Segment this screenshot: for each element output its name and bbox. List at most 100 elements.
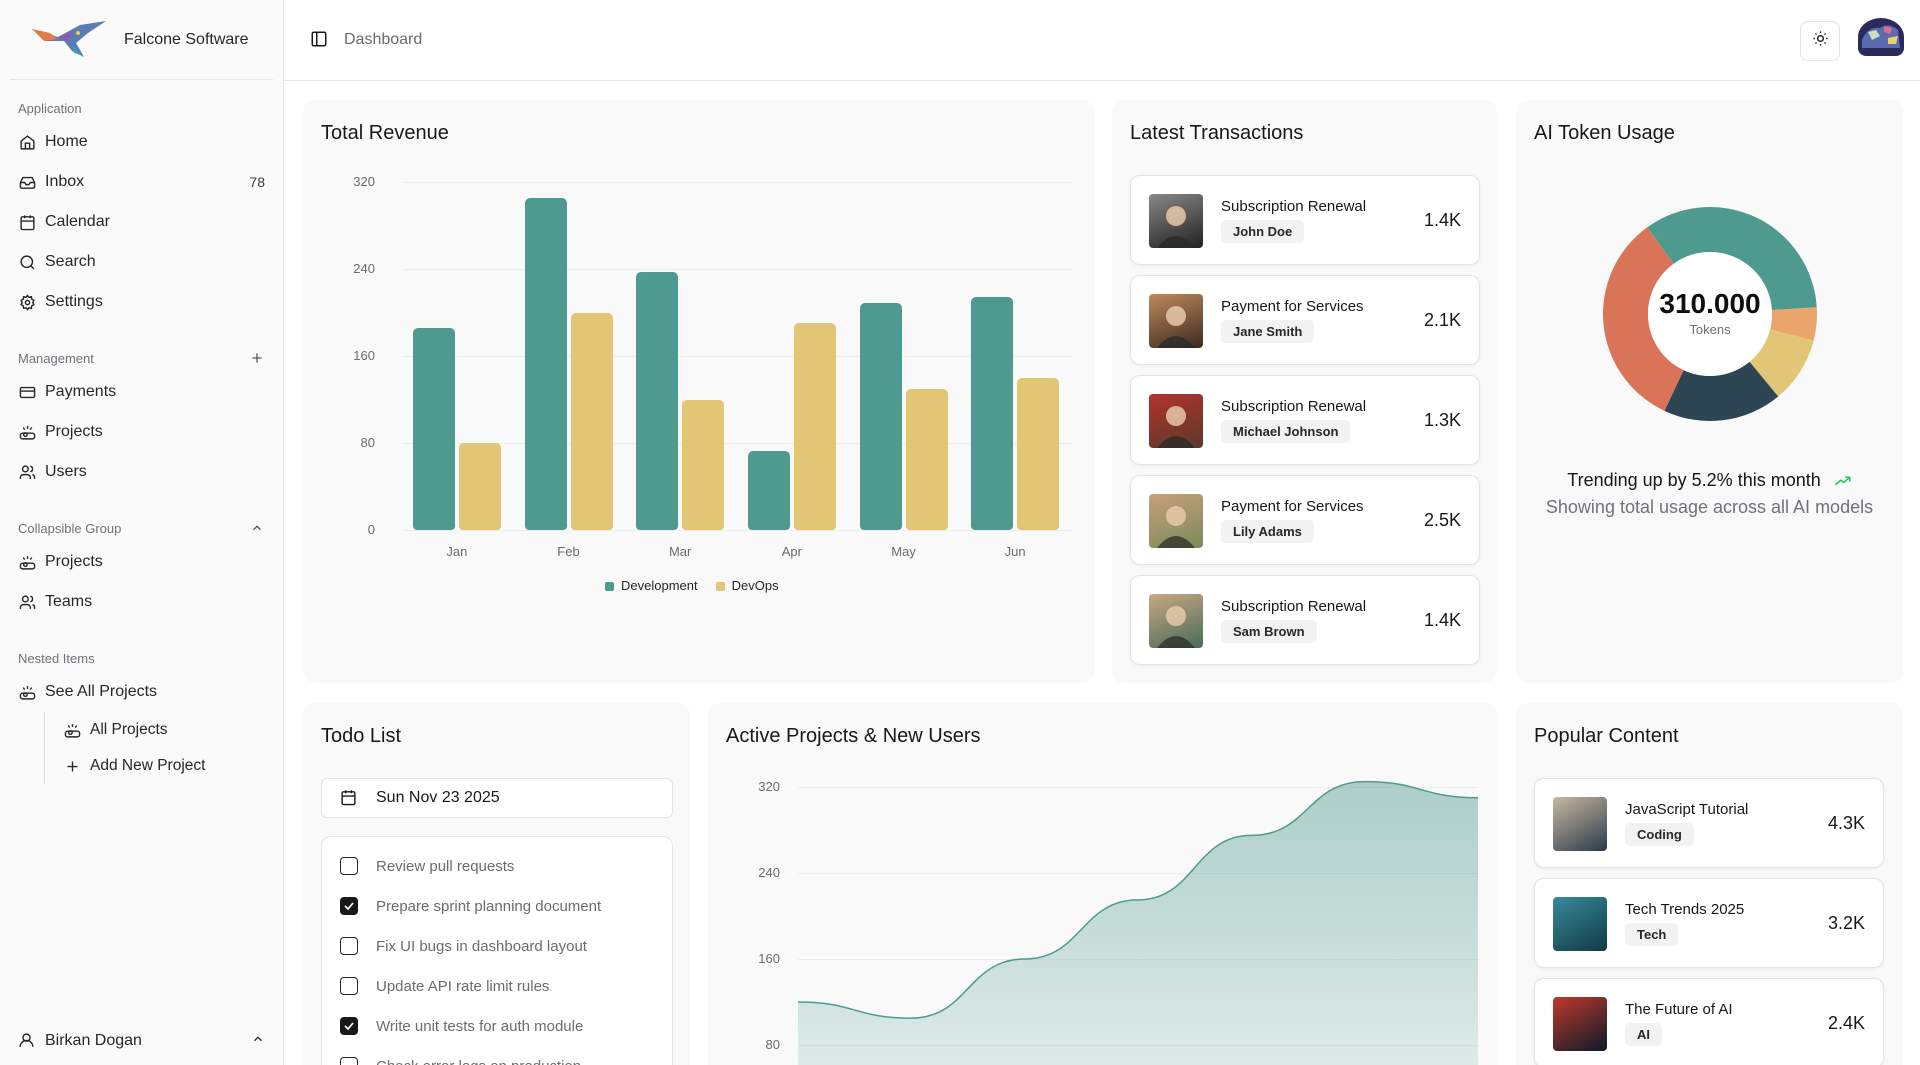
sidebar-item-calendar[interactable]: Calendar [18, 202, 265, 242]
content-views: 3.2K [1827, 913, 1865, 933]
todo-checkbox[interactable] [340, 1057, 358, 1065]
group-label: Management [18, 350, 94, 366]
sidebar-item-see-all-projects[interactable]: See All Projects [18, 672, 265, 712]
todo-checkbox[interactable] [340, 977, 358, 995]
sidebar-item-inbox[interactable]: Inbox 78 [18, 162, 265, 202]
popular-content-item[interactable]: The Future of AI AI 2.4K [1534, 978, 1884, 1065]
popular-content-item[interactable]: JavaScript Tutorial Coding 4.3K [1534, 778, 1884, 868]
area-series[interactable] [708, 703, 1508, 1065]
ai-token-usage-card: AI Token Usage 310.000 Tokens Trending u… [1516, 100, 1903, 683]
group-nested: Nested Items See All Projects All Projec… [0, 648, 283, 784]
donut-slice[interactable] [1770, 307, 1817, 341]
user-menu[interactable]: Birkan Dogan [18, 1021, 265, 1061]
transaction-title: Subscription Renewal [1221, 198, 1367, 215]
bar-development-feb[interactable] [524, 198, 567, 530]
sidebar-item-users[interactable]: Users [18, 452, 265, 492]
sidebar-item-label: See All Projects [45, 683, 158, 700]
donut-hole [1648, 252, 1772, 376]
sidebar-item-home[interactable]: Home [18, 122, 265, 162]
latest-transactions-card: Latest Transactions Subscription Renewal… [1112, 100, 1497, 683]
transaction-amount: 1.4K [1423, 210, 1461, 230]
gridline [403, 443, 1073, 444]
todo-item[interactable]: Fix UI bugs in dashboard layout [340, 934, 587, 958]
sidebar-item-label: Search [45, 253, 96, 270]
plus-icon[interactable] [249, 350, 265, 366]
x-axis-tick: Feb [557, 544, 580, 559]
todo-checkbox[interactable] [340, 937, 358, 955]
bar-devops-feb[interactable] [570, 312, 613, 530]
chart-legend: Development DevOps [605, 578, 779, 593]
transaction-item[interactable]: Subscription Renewal Sam Brown 1.4K [1130, 575, 1480, 665]
x-axis-tick: Mar [668, 544, 692, 559]
avatar[interactable] [1858, 18, 1904, 56]
donut-slice[interactable] [1749, 329, 1814, 397]
popular-content-card: Popular Content JavaScript Tutorial Codin… [1516, 703, 1903, 1065]
transaction-item[interactable]: Payment for Services Lily Adams 2.5K [1130, 475, 1480, 565]
popular-content-item[interactable]: Tech Trends 2025 Tech 3.2K [1534, 878, 1884, 968]
bar-development-jan[interactable] [412, 327, 455, 530]
group-label-row: Management [18, 348, 265, 368]
bar-development-may[interactable] [859, 302, 902, 530]
group-label-row[interactable]: Collapsible Group [18, 518, 265, 538]
breadcrumb[interactable]: Dashboard [344, 31, 423, 48]
sidebar-item-search[interactable]: Search [18, 242, 265, 282]
bar-devops-jun[interactable] [1017, 377, 1060, 530]
transaction-item[interactable]: Subscription Renewal John Doe 1.4K [1130, 175, 1480, 265]
transaction-name-tag: Sam Brown [1221, 620, 1317, 643]
transaction-avatar [1149, 294, 1203, 348]
donut-slice[interactable] [1664, 361, 1779, 421]
donut-slice[interactable] [1647, 207, 1817, 311]
sidebar-item-label: Home [45, 133, 88, 150]
user-name: Birkan Dogan [45, 1032, 142, 1049]
sidebar-item-all-projects[interactable]: All Projects [63, 712, 265, 748]
sidebar-toggle-icon[interactable] [310, 30, 330, 50]
todo-label: Check error logs on production [376, 1058, 581, 1065]
todo-checkbox[interactable] [340, 897, 358, 915]
transaction-avatar [1149, 594, 1203, 648]
donut-center-label: 310.000 Tokens [1602, 288, 1818, 337]
gridline [798, 873, 1478, 874]
bar-devops-apr[interactable] [793, 323, 836, 530]
donut-slice[interactable] [1603, 227, 1684, 411]
todo-item[interactable]: Check error logs on production [340, 1054, 581, 1065]
calendar-icon [18, 213, 36, 231]
bar-development-apr[interactable] [747, 450, 790, 530]
bar-devops-jan[interactable] [458, 443, 501, 530]
content-tag: AI [1625, 1023, 1662, 1046]
sidebar-item-add-new-project[interactable]: Add New Project [63, 748, 265, 784]
transaction-name-tag: Jane Smith [1221, 320, 1315, 343]
todo-item[interactable]: Prepare sprint planning document [340, 894, 601, 918]
gridline [798, 787, 1478, 788]
todo-label: Review pull requests [376, 857, 515, 875]
transaction-item[interactable]: Subscription Renewal Michael Johnson 1.3K [1130, 375, 1480, 465]
bar-devops-may[interactable] [905, 388, 948, 530]
todo-item[interactable]: Review pull requests [340, 854, 514, 878]
bar-development-mar[interactable] [636, 272, 679, 530]
sidebar-item-projects[interactable]: Projects [18, 412, 265, 452]
sidebar-item-teams[interactable]: Teams [18, 582, 265, 622]
card-title: Popular Content [1534, 725, 1679, 747]
content-title: The Future of AI [1625, 1001, 1733, 1018]
plus-icon [63, 757, 81, 775]
sidebar-item-label: All Projects [90, 721, 168, 738]
legend-item: Development [605, 578, 698, 593]
sidebar-item-label: Payments [45, 383, 117, 400]
date-picker[interactable]: Sun Nov 23 2025 [321, 778, 673, 818]
transaction-item[interactable]: Payment for Services Jane Smith 2.1K [1130, 275, 1480, 365]
search-icon [18, 253, 36, 271]
todo-item[interactable]: Update API rate limit rules [340, 974, 549, 998]
theme-toggle-button[interactable] [1800, 21, 1840, 61]
token-unit: Tokens [1689, 322, 1731, 337]
bar-development-jun[interactable] [971, 297, 1014, 530]
todo-item[interactable]: Write unit tests for auth module [340, 1014, 583, 1038]
bar-devops-mar[interactable] [682, 399, 725, 530]
sidebar-item-settings[interactable]: Settings [18, 282, 265, 322]
todo-checkbox[interactable] [340, 1017, 358, 1035]
sidebar-item-projects-2[interactable]: Projects [18, 542, 265, 582]
transaction-name-tag: Lily Adams [1221, 520, 1314, 543]
chevron-up-icon[interactable] [249, 520, 265, 536]
sidebar-item-payments[interactable]: Payments [18, 372, 265, 412]
todo-checkbox[interactable] [340, 857, 358, 875]
sidebar: Falcone Software Application Home Inbox … [0, 0, 284, 1065]
brand[interactable]: Falcone Software [10, 0, 273, 80]
